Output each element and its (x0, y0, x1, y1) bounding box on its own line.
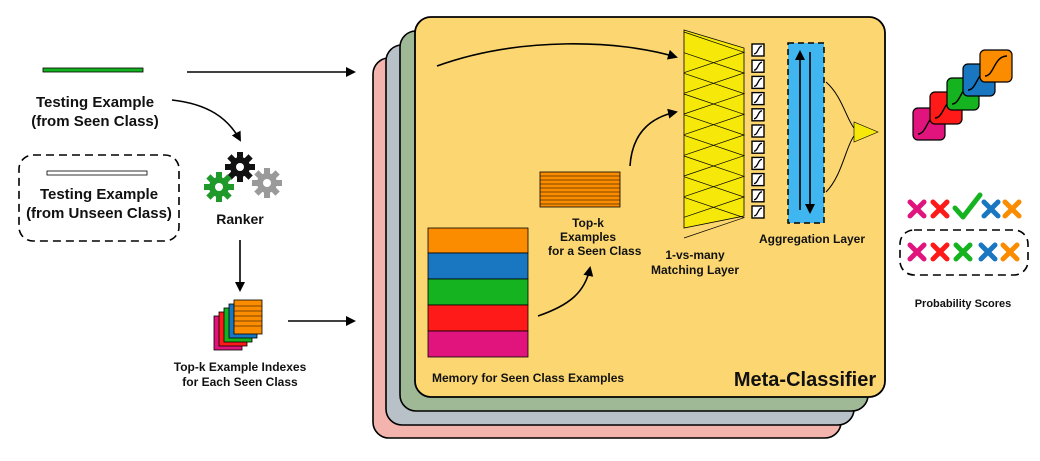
matching-triangle (683, 93, 746, 135)
meta-classifier-label: Meta-Classifier (733, 369, 877, 391)
cross-icon (933, 245, 947, 259)
sigmoid-icon (751, 75, 765, 90)
gear-icon (252, 168, 282, 198)
sigmoid-icon (751, 124, 765, 138)
sigmoid-icon (751, 140, 765, 154)
sigmoid-icon (751, 43, 765, 57)
cross-icon (984, 202, 998, 216)
testing-example-seen-label: Testing Example (from Seen Class) (31, 94, 159, 130)
matching-layer-label: 1-vs-many Matching Layer (650, 248, 740, 277)
ranker-label: Ranker (216, 211, 264, 227)
gear-icon (204, 172, 234, 202)
score-row-seen (910, 192, 1019, 220)
matching-triangle (683, 114, 746, 156)
arrow-to-matching (436, 43, 678, 67)
matching-triangle (683, 73, 746, 115)
check-icon (952, 192, 983, 220)
cross-icon (956, 245, 970, 259)
sigmoid-icon (751, 205, 765, 219)
sigmoid-icon (751, 189, 765, 203)
topk-indexes-label: Top-k Example Indexes for Each Seen Clas… (173, 360, 307, 389)
cross-icon (933, 202, 947, 216)
matching-layer (683, 29, 746, 239)
matching-triangle (683, 52, 746, 94)
sigmoid-column (751, 43, 765, 219)
sigmoid-icon (751, 59, 765, 73)
topk-examples-label: Top-k Examples for a Seen Class (548, 216, 642, 258)
sigmoid-icon (751, 91, 765, 106)
output-sigmoid-stack (912, 49, 1013, 141)
memory-stack (427, 227, 529, 358)
aggregation-layer-label: Aggregation Layer (758, 232, 866, 246)
arrow-to-ranker (171, 99, 241, 142)
cross-icon (910, 202, 924, 216)
matching-triangle (683, 176, 746, 218)
panel-yellow (414, 16, 886, 398)
testing-example-unseen-bar (46, 170, 148, 176)
sigmoid-icon (751, 108, 765, 122)
testing-example-seen-bar (42, 67, 144, 73)
topk-examples-block (539, 171, 621, 208)
matching-triangle (683, 197, 746, 239)
matching-triangle (683, 31, 746, 73)
cross-icon (1003, 245, 1017, 259)
topk-index-stack-icon (213, 299, 263, 351)
aggregation-flow-bottom (825, 135, 855, 193)
aggregation-layer (787, 42, 825, 224)
sigmoid-icon (751, 156, 765, 171)
memory-label: Memory for Seen Class Examples (432, 371, 625, 385)
matching-triangle (683, 135, 746, 177)
arrow-topk-to-matching (629, 108, 678, 167)
sigmoid-icon (751, 172, 765, 187)
matching-layer-body (683, 29, 745, 229)
testing-example-unseen-label: Testing Example (from Unseen Class) (26, 186, 172, 222)
aggregation-flow-top (825, 81, 855, 129)
cross-icon (981, 245, 995, 259)
unseen-score-dashed-box (899, 229, 1029, 276)
score-row-unseen (910, 245, 1017, 259)
arrow-memory-to-topk (537, 266, 594, 317)
matching-triangle (683, 155, 746, 197)
cross-icon (1005, 202, 1019, 216)
probability-scores-label: Probability Scores (914, 298, 1012, 310)
cross-icon (910, 245, 924, 259)
unseen-dashed-box (18, 154, 180, 242)
output-triangle (853, 121, 879, 143)
